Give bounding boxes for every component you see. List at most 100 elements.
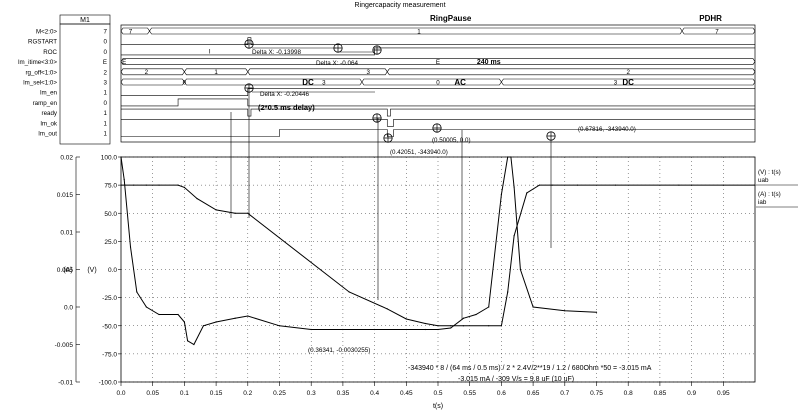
logic-trace [121, 37, 755, 45]
y-left-tick-label: 0.02 [60, 155, 73, 162]
marker-ring [372, 113, 382, 123]
series-line-uab [121, 184, 755, 327]
data-point-uab [133, 184, 135, 186]
analog-plot-panel: 0.0 0.05 0.1 0.15 0.2 0.25 0.3 0.35 0.4 0.45 0.5 0.… [55, 92, 798, 410]
signal-name: M<2:0> [36, 29, 57, 36]
cursor-marker[interactable] [244, 39, 254, 49]
data-point-iab [424, 328, 426, 331]
delta-x-annotation: Delta X: -0.20446 [260, 91, 310, 98]
y-right-tick-label: 75.0 [104, 183, 117, 190]
cursor-marker[interactable] [546, 131, 556, 141]
signal-cursor-value: 0 [104, 39, 108, 46]
digital-signals-panel: M1 M<2:0> 7 RGSTART 0 ROC 0 lm_itime<3:0> Erg_of… [18, 14, 756, 156]
bus-segment [120, 68, 185, 76]
data-point-iab [247, 315, 249, 317]
cursor-marker[interactable] [372, 113, 382, 123]
data-point-uab [177, 184, 179, 186]
data-point-uab [183, 186, 185, 188]
signal-name: lm_out [38, 131, 57, 138]
logic-trace [121, 108, 755, 117]
bus-value: E [122, 59, 126, 66]
signal-name: ramp_en [33, 100, 58, 107]
x-axis-label: t(s) [433, 403, 443, 410]
bus-value: 2 [626, 69, 630, 76]
x-tick-label: 0.5 [433, 390, 442, 397]
data-point-uab [215, 209, 217, 211]
x-tick-label: 0.05 [146, 390, 159, 397]
data-point-uab [405, 318, 407, 320]
data-point-iab [136, 291, 138, 293]
x-tick-label: 0.8 [624, 390, 633, 397]
formula-line: -343940 * 8 / (64 ms / 0.5 ms) / 2 * 2.4… [408, 365, 652, 372]
bus-value: 7 [715, 28, 719, 35]
signal-cursor-value: 0 [104, 49, 108, 56]
y-right-tick-label: -25.0 [102, 295, 117, 302]
data-point-iab [450, 327, 452, 329]
x-tick-label: 0.35 [337, 390, 350, 397]
data-point-iab [462, 317, 464, 319]
signal-name: rg_off<1:0> [25, 69, 57, 76]
logic-trace [121, 129, 755, 137]
bus-value: 3 [614, 79, 618, 86]
x-tick-label: 0.4 [370, 390, 379, 397]
y-right-tick-label: 0.0 [108, 267, 117, 274]
cursor-marker[interactable] [383, 133, 393, 143]
phase-label-pdhr: PDHR [699, 14, 722, 23]
signal-cursor-value: 7 [104, 29, 108, 36]
data-point-iab [278, 325, 281, 327]
bus-segment [184, 78, 363, 86]
cursor-marker[interactable] [432, 123, 442, 133]
point-annotation: (0.67816, -343940.0) [578, 126, 636, 133]
marker-ring [383, 133, 393, 143]
bus-segment [361, 78, 502, 86]
marker-cross [373, 114, 381, 122]
logic-trace [121, 88, 755, 96]
marker-ring [432, 123, 442, 133]
data-point-iab [120, 156, 122, 158]
data-point-uab [678, 184, 680, 186]
bus-segment [120, 58, 756, 65]
x-tick-label: 0.55 [463, 390, 476, 397]
bus-value: 1 [214, 69, 218, 76]
y-right-tick-label: -100.0 [99, 380, 118, 387]
data-point-iab [488, 306, 490, 308]
point-annotation: (0.50005, 0.0) [432, 137, 471, 144]
signal-cursor-value: 1 [104, 90, 108, 97]
data-point-iab [186, 340, 189, 342]
data-point-uab [513, 235, 515, 237]
data-point-iab [510, 156, 512, 158]
signal-cursor-value: 0 [104, 100, 108, 107]
bus-segment [681, 27, 756, 35]
phase-label-dc2: DC [622, 78, 634, 87]
delta-x-annotation: Delta X: -0.064 [316, 60, 359, 67]
data-point-uab [424, 322, 426, 325]
data-point-iab [532, 306, 534, 308]
chart-title: Ringercapacity measurement [354, 2, 446, 9]
x-tick-label: 0.9 [687, 390, 696, 397]
bus-value: E [436, 59, 440, 66]
cursor-marker[interactable] [244, 83, 254, 93]
legend-entry: (V) : t(s) [758, 169, 781, 176]
y-left-tick-label: 0.015 [57, 192, 74, 199]
data-point-iab [519, 268, 522, 271]
x-tick-label: 0.65 [527, 390, 540, 397]
x-tick-label: 0.25 [273, 390, 286, 397]
phase-label-ac: AC [454, 78, 466, 87]
signal-name: ready [42, 110, 58, 117]
x-tick-label: 0.1 [180, 390, 189, 397]
data-point-iab [595, 311, 598, 313]
data-point-uab [754, 184, 756, 186]
data-point-uab [576, 184, 579, 186]
marker-cross [384, 134, 392, 142]
x-tick-label: 0.3 [307, 390, 316, 397]
cursor-values-box [59, 23, 111, 145]
data-point-iab [507, 156, 509, 158]
data-point-iab [145, 306, 147, 308]
marker-cross [245, 84, 253, 92]
data-point-iab [158, 313, 160, 316]
cursor-marker[interactable] [372, 45, 382, 55]
bus-segment [386, 68, 756, 76]
data-point-uab [614, 184, 617, 186]
data-point-uab [234, 212, 236, 214]
data-point-uab [386, 308, 388, 310]
